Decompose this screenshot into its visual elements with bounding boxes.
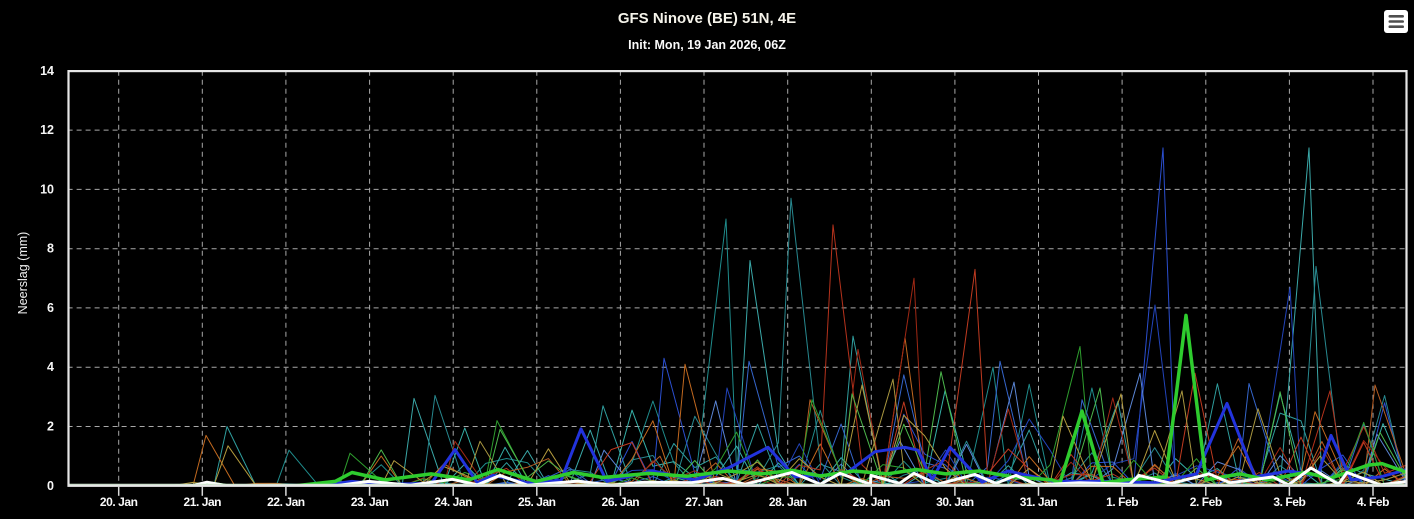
svg-text:23. Jan: 23. Jan: [351, 495, 389, 509]
svg-text:21. Jan: 21. Jan: [184, 495, 222, 509]
svg-text:6: 6: [47, 301, 54, 315]
svg-text:27. Jan: 27. Jan: [685, 495, 723, 509]
svg-text:26. Jan: 26. Jan: [602, 495, 640, 509]
svg-text:0: 0: [47, 479, 54, 493]
svg-text:10: 10: [40, 182, 54, 196]
svg-text:30. Jan: 30. Jan: [936, 495, 974, 509]
svg-text:4. Feb: 4. Feb: [1357, 495, 1389, 509]
svg-text:1. Feb: 1. Feb: [1106, 495, 1138, 509]
svg-text:4: 4: [47, 360, 54, 374]
svg-text:3. Feb: 3. Feb: [1273, 495, 1305, 509]
svg-text:25. Jan: 25. Jan: [518, 495, 556, 509]
svg-text:12: 12: [40, 123, 54, 137]
svg-text:20. Jan: 20. Jan: [100, 495, 138, 509]
svg-text:Init: Mon, 19 Jan 2026, 06Z: Init: Mon, 19 Jan 2026, 06Z: [628, 38, 786, 52]
svg-text:8: 8: [47, 242, 54, 256]
svg-text:2: 2: [47, 420, 54, 434]
svg-text:GFS Ninove (BE) 51N, 4E: GFS Ninove (BE) 51N, 4E: [618, 10, 796, 27]
svg-text:29. Jan: 29. Jan: [853, 495, 891, 509]
svg-text:14: 14: [40, 64, 54, 78]
svg-text:24. Jan: 24. Jan: [434, 495, 472, 509]
svg-text:Neerslag (mm): Neerslag (mm): [16, 232, 30, 315]
svg-text:22. Jan: 22. Jan: [267, 495, 305, 509]
svg-text:28. Jan: 28. Jan: [769, 495, 807, 509]
svg-text:2. Feb: 2. Feb: [1190, 495, 1222, 509]
svg-text:31. Jan: 31. Jan: [1020, 495, 1058, 509]
